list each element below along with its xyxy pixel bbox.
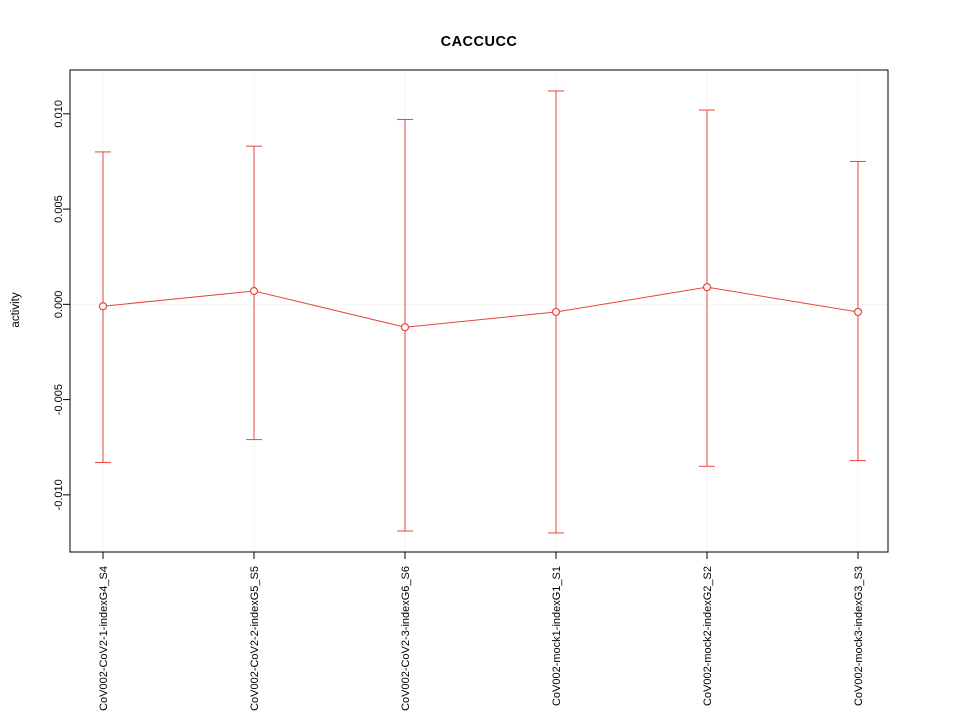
data-point <box>853 307 863 317</box>
data-point <box>702 283 712 292</box>
x-tick-label: CoV002-CoV2-1-indexG4_S4 <box>98 566 110 711</box>
chart-title: CACCUCC <box>440 34 518 50</box>
series-line <box>102 286 859 328</box>
y-tick-label: -0.005 <box>53 384 65 415</box>
data-point <box>98 302 108 311</box>
plot-border <box>69 69 889 553</box>
x-tick-label: CoV002-mock1-indexG1_S1 <box>551 566 563 706</box>
y-tick-label: 0.000 <box>53 291 65 319</box>
x-tick-label: CoV002-mock3-indexG3_S3 <box>853 566 865 706</box>
data-point <box>551 307 561 317</box>
data-point <box>400 323 410 332</box>
y-tick-label: 0.005 <box>53 195 65 223</box>
x-tick-label: CoV002-CoV2-3-indexG6_S6 <box>400 566 412 711</box>
y-tick-label: -0.010 <box>53 479 65 510</box>
x-tick-label: CoV002-CoV2-2-indexG5_S5 <box>249 566 261 711</box>
data-point <box>249 286 259 296</box>
y-tick-label: 0.010 <box>53 100 65 128</box>
x-tick-label: CoV002-mock2-indexG2_S2 <box>702 566 714 706</box>
